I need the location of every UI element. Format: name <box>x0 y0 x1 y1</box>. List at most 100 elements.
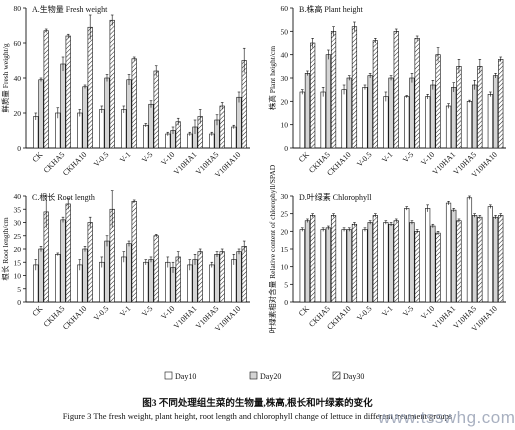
y-tick-label: 0 <box>284 144 288 153</box>
chart-panel-4: 0 5 10 15 20 25 30 D.叶绿素 Chlorophyll 叶绿素相对含量 Rel… <box>267 164 506 333</box>
bar-day10 <box>299 91 305 149</box>
x-tick-label: CK <box>30 304 44 318</box>
bar-day10 <box>99 109 105 149</box>
x-tick-label: CKHA10 <box>61 304 89 332</box>
bar-day20 <box>388 223 394 303</box>
bar-day20 <box>472 84 478 149</box>
bar-day10 <box>165 133 171 149</box>
bar-day30 <box>435 232 441 303</box>
x-tick-label: V-5 <box>140 150 155 165</box>
bar-day30 <box>435 54 441 149</box>
y-tick-label: 10 <box>281 263 289 272</box>
bar-day10 <box>487 94 493 149</box>
bar-day10 <box>231 126 237 149</box>
bar-day10 <box>383 222 389 303</box>
watermark: www.tsswhg.com <box>378 408 515 427</box>
x-tick-label: V-0.5 <box>355 304 374 323</box>
panels-layer: 0 20 40 60 80 A.生物量 Fresh weight 鲜质量 Fresh wei… <box>0 4 506 333</box>
x-tick-label: V-10 <box>159 304 176 321</box>
y-tick-label: 5 <box>17 285 21 294</box>
legend-label-day30: Day30 <box>343 372 364 381</box>
chart-panel-1: 0 20 40 60 80 A.生物量 Fresh weight 鲜质量 Fresh wei… <box>0 4 250 179</box>
bar-day20 <box>430 225 436 303</box>
bar-day30 <box>351 26 358 149</box>
y-tick-label: 40 <box>14 74 22 83</box>
y-tick-label: 60 <box>281 4 289 13</box>
y-tick-label: 0 <box>17 298 21 307</box>
bar-day10 <box>341 229 347 303</box>
bar-day10 <box>362 229 368 303</box>
bar-day20 <box>60 219 66 303</box>
bar-day10 <box>33 116 39 149</box>
bar-day30 <box>372 215 378 303</box>
panel-title: C.根长 Root length <box>32 192 95 202</box>
bar-day10 <box>445 202 452 303</box>
x-tick-label: V10HA1 <box>172 150 199 177</box>
bar-day30 <box>330 31 337 149</box>
bar-day10 <box>143 261 149 303</box>
bar-day10 <box>77 112 83 149</box>
bar-day30 <box>310 42 316 149</box>
bar-day30 <box>351 223 358 303</box>
bar-day20 <box>367 75 373 149</box>
y-axis-label: 鲜质量 Fresh weight/g <box>0 43 10 112</box>
x-tick-label: CK <box>297 150 311 164</box>
x-tick-label: V-0.5 <box>355 150 374 169</box>
bar-day30 <box>372 40 378 149</box>
bar-day20 <box>104 77 110 149</box>
bar-day20 <box>148 103 154 149</box>
panel-title: A.生物量 Fresh weight <box>32 4 108 14</box>
figure-caption-english: Figure 3 The fresh weight, plant height,… <box>62 411 453 421</box>
bar-day10 <box>425 208 431 303</box>
bar-day20 <box>38 248 44 303</box>
bar-day20 <box>492 75 499 149</box>
bar-day30 <box>241 246 247 303</box>
bar-day10 <box>99 261 105 303</box>
x-tick-label: V-10 <box>159 150 176 167</box>
y-tick-label: 25 <box>281 210 289 219</box>
bar-day20 <box>492 216 499 303</box>
bar-day10 <box>320 91 326 149</box>
bar-day10 <box>466 197 473 303</box>
chart-panel-2: 0 10 20 30 40 50 60 B.株高 Plant height 株高 Plant h… <box>267 4 506 179</box>
y-tick-label: 0 <box>284 298 288 307</box>
bar-day30 <box>175 121 181 149</box>
bar-day30 <box>456 66 462 149</box>
bar-day20 <box>236 96 242 149</box>
x-tick-label: V-5 <box>401 150 416 165</box>
y-tick-label: 30 <box>14 219 22 228</box>
y-tick-label: 25 <box>14 232 22 241</box>
bar-day30 <box>310 215 316 303</box>
bar-day20 <box>388 77 394 149</box>
bar-day10 <box>362 87 368 149</box>
bar-day10 <box>341 89 347 149</box>
bar-day20 <box>126 79 132 149</box>
bar-day20 <box>82 86 88 149</box>
y-tick-label: 20 <box>14 245 22 254</box>
legend-swatch-day30 <box>332 371 341 380</box>
bar-day30 <box>65 35 71 149</box>
bar-day10 <box>121 109 127 149</box>
bar-day10 <box>187 133 193 149</box>
bar-day10 <box>404 208 410 303</box>
bar-day30 <box>456 220 462 303</box>
bar-day30 <box>477 66 483 149</box>
bar-day30 <box>175 256 181 303</box>
figure-caption-chinese: 图3 不同处理组生菜的生物量,株高,根长和叶绿素的变化 <box>142 399 373 409</box>
bar-day10 <box>143 124 149 149</box>
bar-day10 <box>209 133 215 149</box>
bar-day30 <box>477 216 483 303</box>
bar-day10 <box>77 264 83 303</box>
y-tick-label: 20 <box>14 109 22 118</box>
bar-day30 <box>498 59 504 149</box>
bar-day30 <box>393 31 399 149</box>
bar-day30 <box>219 251 225 303</box>
bar-day30 <box>109 19 115 149</box>
bar-day30 <box>241 60 247 149</box>
y-tick-label: 20 <box>281 227 289 236</box>
y-tick-label: 15 <box>281 245 289 254</box>
y-tick-label: 15 <box>14 258 22 267</box>
bar-day20 <box>304 220 311 303</box>
y-axis-label: 株高 Plant height/cm <box>267 46 277 110</box>
y-tick-label: 40 <box>281 51 289 60</box>
